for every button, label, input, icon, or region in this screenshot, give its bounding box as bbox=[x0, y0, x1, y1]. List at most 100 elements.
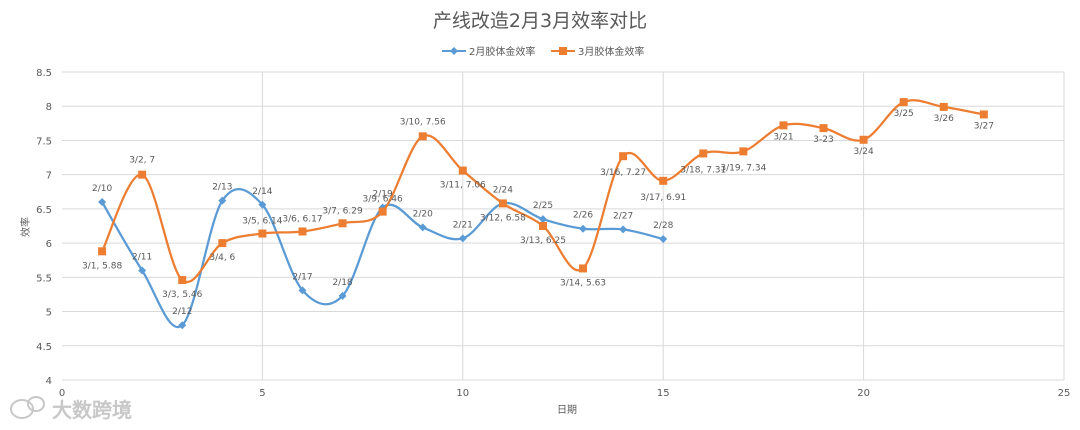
series-1-line bbox=[101, 188, 664, 329]
legend: 2月胶体金效率 3月胶体金效率 bbox=[442, 45, 644, 58]
y-tick-label: 4 bbox=[46, 376, 52, 387]
data-point-square bbox=[579, 264, 588, 273]
data-point-square bbox=[979, 110, 988, 119]
data-point-diamond bbox=[338, 291, 347, 300]
data-labels: 2/10 2/11 2/12 2/13 2/14 2/17 2/18 2/19 2/20 2/21… bbox=[82, 109, 994, 317]
legend-item-series-2: 3月胶体金效率 bbox=[551, 45, 644, 58]
x-tick-label: 20 bbox=[857, 388, 870, 399]
series-2 bbox=[98, 98, 988, 285]
gridlines bbox=[62, 71, 1065, 381]
y-tick-label: 6 bbox=[46, 239, 52, 250]
data-point-diamond bbox=[659, 235, 668, 244]
legend-label-series-1: 2月胶体金效率 bbox=[469, 45, 535, 58]
chart-title: 产线改造2月3月效率对比 bbox=[433, 10, 647, 32]
data-label-series-2: 3/4, 6 bbox=[209, 253, 235, 263]
data-label-series-1: 2/26 bbox=[573, 211, 593, 221]
data-point-square bbox=[298, 227, 307, 236]
data-label-series-2: 3-23 bbox=[813, 135, 833, 145]
data-point-square bbox=[378, 207, 387, 216]
data-point-square bbox=[218, 239, 227, 248]
data-label-series-2: 3/26 bbox=[934, 114, 954, 124]
y-tick-label: 6.5 bbox=[36, 205, 52, 216]
data-label-series-2: 3/14, 5.63 bbox=[560, 278, 606, 288]
data-point-square bbox=[418, 132, 427, 141]
diamond-marker-icon bbox=[450, 47, 458, 55]
data-label-series-2: 3/25 bbox=[894, 109, 914, 119]
data-label-series-2: 3/7, 6.29 bbox=[322, 206, 363, 216]
data-label-series-2: 3/12, 6.58 bbox=[480, 213, 526, 223]
data-label-series-1: 2/21 bbox=[453, 220, 473, 230]
data-label-series-1: 2/28 bbox=[653, 221, 673, 231]
y-tick-label: 7.5 bbox=[36, 136, 52, 147]
y-tick-label: 8 bbox=[46, 102, 52, 113]
data-label-series-2: 3/11, 7.06 bbox=[440, 181, 486, 191]
data-label-series-2: 3/27 bbox=[974, 121, 994, 131]
data-point-diamond bbox=[619, 225, 628, 234]
data-point-diamond bbox=[418, 223, 427, 232]
data-label-series-2: 3/17, 6.91 bbox=[640, 193, 686, 203]
data-point-diamond bbox=[579, 224, 588, 233]
y-tick-label: 7 bbox=[46, 171, 52, 182]
data-point-square bbox=[779, 121, 788, 130]
data-point-square bbox=[819, 124, 828, 133]
data-point-square bbox=[98, 247, 107, 256]
square-marker-icon bbox=[559, 47, 567, 55]
data-point-square bbox=[458, 166, 467, 175]
data-label-series-1: 2/25 bbox=[533, 201, 553, 211]
series-layer bbox=[98, 98, 988, 330]
data-point-diamond bbox=[178, 321, 187, 330]
x-tick-label: 15 bbox=[657, 388, 670, 399]
data-point-diamond bbox=[218, 196, 227, 205]
data-point-square bbox=[258, 229, 267, 238]
watermark: 大数跨境 bbox=[10, 396, 132, 422]
data-point-square bbox=[138, 170, 147, 179]
data-point-square bbox=[899, 98, 908, 107]
data-point-diamond bbox=[138, 266, 147, 275]
axis-ticks: 4 4.5 5 5.5 6 6.5 7 7.5 8 8.5 0 5 10 15 20 25 bbox=[36, 68, 1070, 399]
x-tick-label: 10 bbox=[456, 388, 469, 399]
data-label-series-2: 3/13, 6.25 bbox=[520, 236, 566, 246]
data-point-diamond bbox=[538, 215, 547, 224]
chat-bubble-logo-icon bbox=[10, 396, 45, 419]
data-label-series-2: 3/18, 7.31 bbox=[680, 165, 726, 175]
data-label-series-2: 3/3, 5.46 bbox=[162, 290, 203, 300]
y-tick-label: 4.5 bbox=[36, 342, 52, 353]
data-label-series-1: 2/13 bbox=[212, 183, 232, 193]
data-label-series-2: 3/10, 7.56 bbox=[400, 117, 446, 127]
data-label-series-2: 3/21 bbox=[773, 132, 793, 142]
data-label-series-2: 3/2, 7 bbox=[129, 156, 155, 166]
y-axis-title: 效率 bbox=[19, 217, 32, 237]
x-tick-label: 0 bbox=[59, 388, 65, 399]
data-point-square bbox=[739, 147, 748, 156]
data-label-series-1: 2/24 bbox=[493, 185, 513, 195]
y-tick-label: 8.5 bbox=[36, 68, 52, 79]
watermark-text: 大数跨境 bbox=[52, 398, 132, 422]
data-label-series-2: 3/9, 6.46 bbox=[363, 195, 404, 205]
data-point-square bbox=[659, 176, 668, 185]
data-label-series-1: 2/11 bbox=[132, 252, 152, 262]
data-label-series-1: 2/17 bbox=[292, 272, 312, 282]
data-point-diamond bbox=[298, 286, 307, 295]
data-label-series-2: 3/5, 6.14 bbox=[242, 217, 283, 227]
data-point-diamond bbox=[258, 200, 267, 209]
series-1 bbox=[98, 188, 668, 330]
data-label-series-2: 3/1, 5.88 bbox=[82, 261, 123, 271]
data-label-series-2: 3/16, 7.27 bbox=[600, 168, 646, 178]
data-label-series-1: 2/14 bbox=[252, 187, 272, 197]
data-point-square bbox=[859, 135, 868, 144]
data-point-square bbox=[619, 152, 628, 161]
data-label-series-2: 3/24 bbox=[853, 147, 873, 157]
data-point-diamond bbox=[458, 234, 467, 243]
legend-label-series-2: 3月胶体金效率 bbox=[578, 45, 644, 58]
data-label-series-1: 2/19 bbox=[373, 190, 393, 200]
x-tick-label: 5 bbox=[259, 388, 265, 399]
data-label-series-1: 2/27 bbox=[613, 211, 633, 221]
y-tick-label: 5.5 bbox=[36, 273, 52, 284]
data-label-series-1: 2/10 bbox=[92, 184, 112, 194]
data-point-square bbox=[498, 199, 507, 208]
data-point-square bbox=[178, 276, 187, 285]
data-point-square bbox=[939, 102, 948, 111]
x-tick-label: 25 bbox=[1058, 388, 1071, 399]
data-label-series-1: 2/18 bbox=[332, 278, 352, 288]
